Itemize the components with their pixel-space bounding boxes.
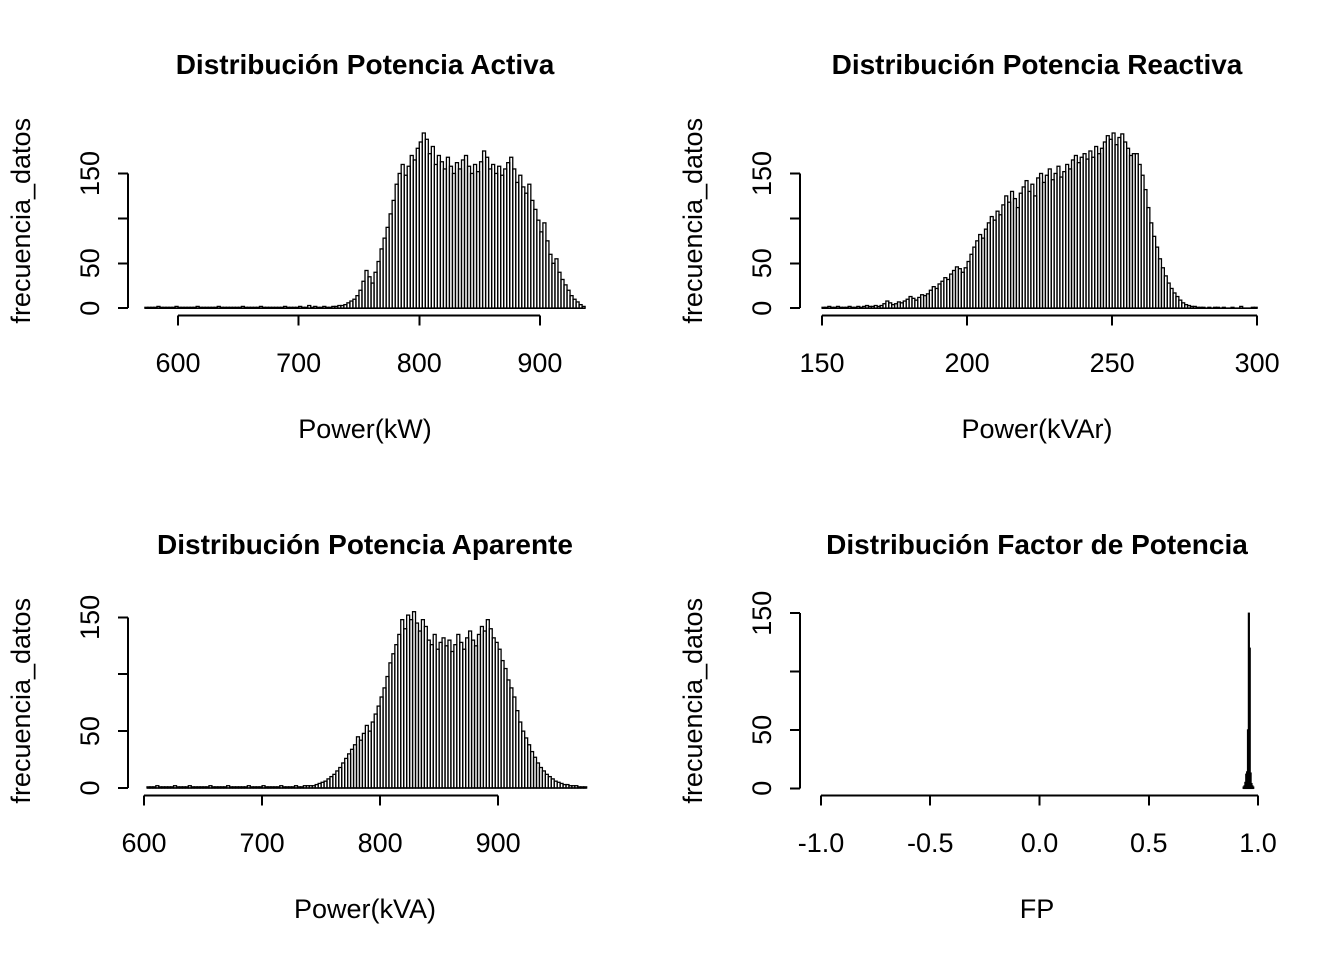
histogram-bars	[821, 132, 1258, 309]
y-tick-label: 150	[75, 595, 105, 640]
y-tick-label: 150	[747, 151, 777, 196]
y-tick-label: 0	[747, 301, 777, 316]
y-tick-label: 50	[75, 716, 105, 746]
histogram-bars	[1242, 612, 1255, 789]
x-tick-label: 0.5	[1130, 828, 1168, 858]
histogram-bars	[146, 611, 588, 789]
y-tick-label: 50	[747, 715, 777, 745]
chart-title: Distribución Factor de Potencia	[826, 529, 1248, 560]
x-tick-label: 200	[945, 348, 990, 378]
x-axis-label: FP	[1020, 894, 1055, 924]
chart-title: Distribución Potencia Aparente	[157, 529, 573, 560]
chart-potencia-aparente: Distribución Potencia Aparente Power(kVA)…	[6, 529, 588, 924]
histogram-bar	[1252, 786, 1255, 789]
x-tick-label: 700	[240, 828, 285, 858]
y-tick-label: 50	[75, 248, 105, 278]
x-tick-label: 1.0	[1239, 828, 1277, 858]
chart-potencia-activa: Distribución Potencia Activa Power(kW) fre…	[6, 49, 586, 444]
chart-title: Distribución Potencia Reactiva	[832, 49, 1243, 80]
x-axis-label: Power(kW)	[298, 414, 432, 444]
y-tick-label: 0	[747, 781, 777, 796]
histogram-bar	[1239, 305, 1244, 309]
histogram-bar	[1230, 306, 1235, 309]
y-tick-label: 50	[747, 248, 777, 278]
x-tick-label: 250	[1090, 348, 1135, 378]
x-tick-label: 150	[800, 348, 845, 378]
histogram-bar	[581, 305, 586, 309]
chart-title: Distribución Potencia Activa	[176, 49, 555, 80]
y-axis-label: frecuencia_datos	[6, 118, 36, 324]
x-tick-label: 0.0	[1021, 828, 1059, 858]
histogram-bar	[1201, 306, 1206, 309]
x-tick-label: 900	[476, 828, 521, 858]
chart-factor-de-potencia: Distribución Factor de Potencia FP frecuen…	[678, 529, 1277, 924]
y-tick-label: 150	[75, 151, 105, 196]
x-tick-label: 800	[358, 828, 403, 858]
x-tick-label: 300	[1235, 348, 1280, 378]
y-axis-label: frecuencia_datos	[678, 118, 708, 324]
x-tick-label: 800	[397, 348, 442, 378]
histogram-bar	[1207, 306, 1212, 309]
x-tick-label: 900	[517, 348, 562, 378]
x-axis-label: Power(kVAr)	[961, 414, 1112, 444]
x-tick-label: -0.5	[907, 828, 954, 858]
x-tick-label: 600	[122, 828, 167, 858]
histogram-bar	[1248, 647, 1251, 789]
x-tick-label: 700	[276, 348, 321, 378]
histogram-bar	[583, 786, 588, 789]
histogram-bars	[144, 132, 586, 309]
y-tick-label: 0	[75, 301, 105, 316]
y-tick-label: 0	[75, 780, 105, 795]
x-tick-label: 600	[156, 348, 201, 378]
x-tick-label: -1.0	[798, 828, 845, 858]
y-tick-label: 150	[747, 591, 777, 636]
histogram-bar	[1221, 306, 1226, 309]
histogram-bar	[1253, 306, 1258, 309]
y-axis-label: frecuencia_datos	[678, 598, 708, 804]
histogram-bar	[1215, 306, 1221, 309]
chart-potencia-reactiva: Distribución Potencia Reactiva Power(kVAr…	[678, 49, 1280, 444]
x-axis-label: Power(kVA)	[294, 894, 436, 924]
y-axis-label: frecuencia_datos	[6, 598, 36, 804]
